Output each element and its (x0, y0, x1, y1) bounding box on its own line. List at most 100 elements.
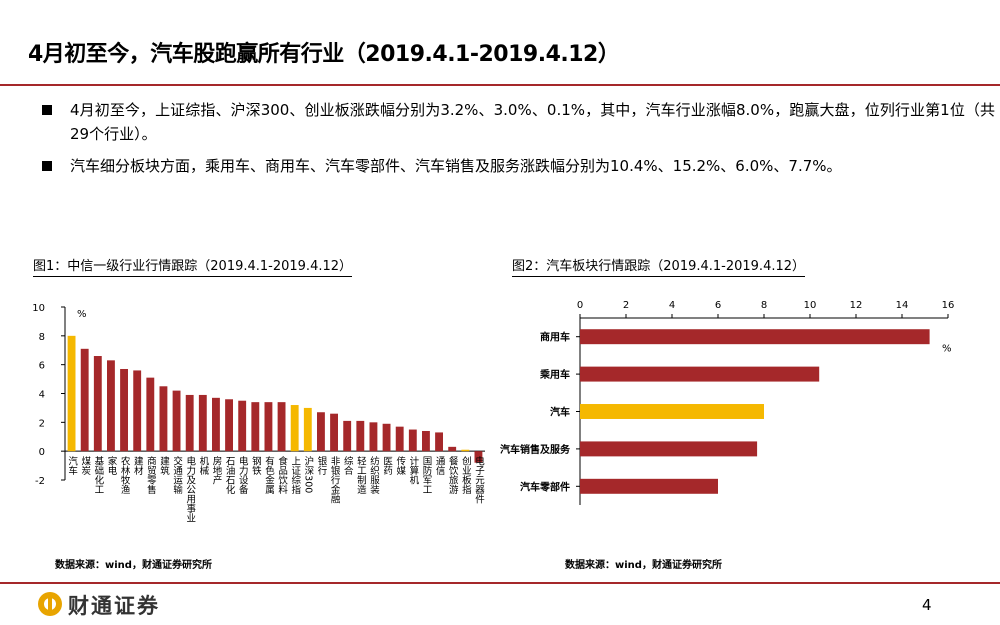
x-tick-label: 煤炭 (79, 456, 91, 477)
x-tick-label: 10 (804, 300, 817, 311)
bar (317, 412, 325, 452)
x-tick-label: 计算机 (407, 456, 419, 486)
x-tick-label: 纺织服装 (368, 456, 380, 496)
x-tick-label: 4 (669, 300, 675, 311)
bullet: 4月初至今，上证综指、沪深300、创业板涨跌幅分别为3.2%、3.0%、0.1%… (42, 98, 995, 146)
x-tick-label: 通信 (434, 456, 446, 476)
y-tick-label: 商用车 (540, 331, 570, 344)
y-tick-label: 8 (39, 332, 45, 343)
y-tick-label: 乘用车 (539, 368, 570, 381)
bar (277, 402, 286, 452)
y-tick-label: 10 (32, 303, 45, 314)
chart: -2 0 2 4 6 8 10% 汽车 煤炭 基础化工 家电 农林牧渔 建材 商贸零售 建筑 交通运输 电力及公… (32, 303, 485, 523)
x-tick-label: 上证综指 (289, 456, 301, 495)
x-tick-label: 农林牧渔 (119, 456, 131, 495)
logo-text: 财通证券 (68, 594, 160, 618)
x-tick-label: 有色金属 (263, 456, 275, 496)
x-tick-label: 非银行金融 (329, 456, 341, 505)
x-tick-label: 综合 (342, 456, 354, 477)
x-tick-label: 2 (623, 300, 629, 311)
x-tick-label: 沪深300 (302, 456, 314, 494)
x-tick-label: 电力及公用事业 (184, 456, 196, 523)
bar (251, 402, 260, 452)
x-tick-label: 钢铁 (250, 456, 262, 477)
x-tick-label: 商贸零售 (145, 456, 157, 496)
y-tick-label: -2 (35, 476, 45, 487)
x-tick-label: 国防军工 (420, 456, 432, 494)
x-tick-label: 16 (942, 300, 955, 311)
bar (395, 426, 404, 452)
bar (93, 356, 102, 452)
bar (356, 420, 365, 452)
x-tick-label: 8 (761, 300, 767, 311)
slide-title: 4月初至今，汽车股跑赢所有行业（2019.4.1-2019.4.12） (28, 42, 620, 67)
bar (172, 390, 181, 452)
chart-caption: 图1：中信一级行业行情跟踪（2019.4.1-2019.4.12） (33, 255, 353, 277)
bar (343, 420, 352, 452)
bar (580, 366, 820, 382)
x-tick-label: 基础化工 (92, 456, 104, 495)
logo-icon (38, 592, 62, 616)
bar (580, 478, 718, 494)
y-tick-label: 汽车零部件 (520, 480, 570, 493)
x-tick-label: 交通运输 (171, 456, 183, 496)
x-tick-label: 12 (850, 300, 863, 311)
bar (580, 404, 764, 419)
x-tick-label: 电子元器件 (473, 456, 485, 505)
x-tick-label: 餐饮旅游 (447, 456, 459, 496)
bar (107, 360, 115, 452)
y-tick-label: 2 (39, 418, 45, 429)
bar (238, 400, 247, 452)
bar (435, 432, 443, 452)
y-tick-label: 6 (39, 361, 45, 372)
bullet: 汽车细分板块方面，乘用车、商用车、汽车零部件、汽车销售及服务涨跌幅分别为10.4… (42, 154, 995, 178)
page-number: 4 (922, 596, 932, 614)
x-tick-label: 汽车 (66, 456, 78, 477)
y-tick-label: 汽车销售及服务 (500, 443, 571, 456)
x-tick-label: 0 (577, 300, 583, 311)
bar (80, 348, 89, 452)
bar (474, 451, 483, 463)
x-tick-label: 石油石化 (224, 456, 236, 495)
unit-label: % (942, 344, 952, 355)
y-tick-label: 汽车 (550, 406, 570, 419)
bar (159, 386, 168, 452)
footer-rule (0, 582, 1000, 584)
x-tick-label: 机械 (197, 456, 209, 477)
bar (369, 422, 378, 452)
x-tick-label: 电力设备 (237, 456, 249, 496)
x-tick-label: 银行 (315, 456, 327, 477)
bar (212, 397, 220, 452)
x-tick-label: 轻工制造 (355, 456, 367, 496)
bar (290, 405, 299, 452)
x-tick-label: 家电 (105, 456, 117, 476)
source-note: 数据来源：wind，财通证券研究所 (565, 560, 722, 571)
bar (580, 329, 930, 345)
bar (580, 441, 758, 457)
bar (303, 407, 312, 452)
bar (382, 423, 391, 452)
bar (422, 430, 430, 452)
x-tick-label: 传媒 (394, 456, 406, 477)
bar (67, 335, 76, 452)
y-tick-label: 4 (39, 390, 45, 401)
bar (330, 413, 338, 452)
unit-label: % (77, 309, 87, 320)
x-tick-label: 建筑 (158, 456, 170, 477)
bar (198, 394, 207, 452)
x-tick-label: 医药 (381, 456, 393, 476)
x-tick-label: 6 (715, 300, 721, 311)
x-tick-label: 14 (896, 300, 909, 311)
source-note: 数据来源：wind，财通证券研究所 (55, 560, 212, 571)
bar (448, 446, 457, 452)
x-tick-label: 建材 (132, 456, 144, 476)
chart-caption: 图2：汽车板块行情跟踪（2019.4.1-2019.4.12） (512, 255, 806, 277)
y-tick-label: 0 (39, 447, 45, 458)
x-tick-label: 房地产 (210, 456, 222, 486)
bar (185, 394, 194, 452)
bar (264, 402, 273, 452)
title-rule (0, 84, 1000, 86)
bar (225, 399, 233, 452)
